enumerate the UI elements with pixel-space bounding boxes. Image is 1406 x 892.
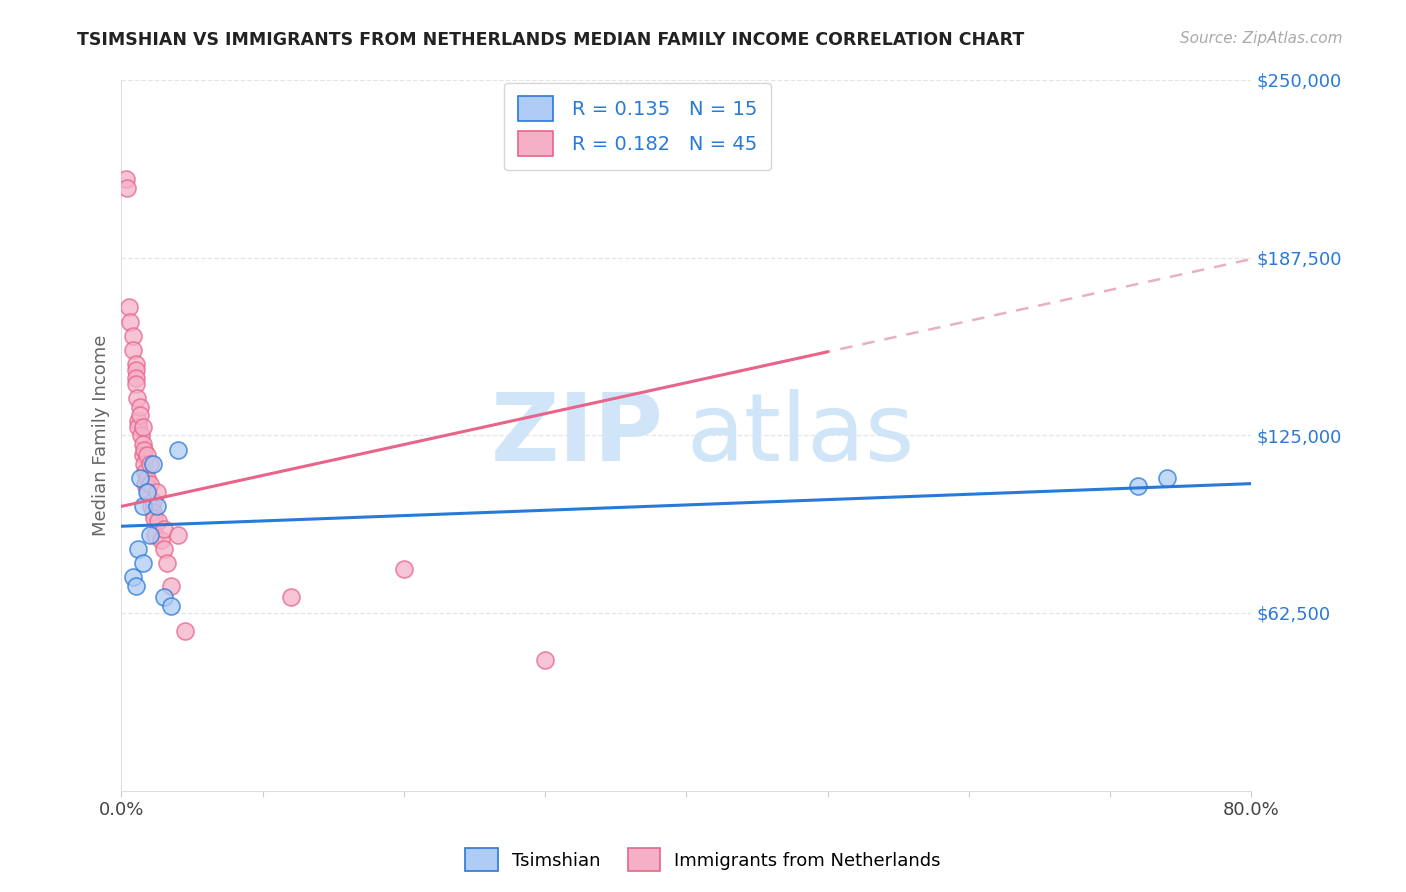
Point — [141, 457, 163, 471]
Point — [127, 419, 149, 434]
Point — [132, 442, 155, 457]
Point — [131, 419, 153, 434]
Text: ZIP: ZIP — [491, 389, 664, 482]
Point — [138, 457, 160, 471]
Point — [128, 400, 150, 414]
Point — [153, 522, 176, 536]
Point — [145, 500, 167, 514]
Point — [138, 476, 160, 491]
Point — [534, 653, 557, 667]
Point — [280, 591, 302, 605]
Point — [124, 371, 146, 385]
Point — [114, 172, 136, 186]
Point — [132, 457, 155, 471]
Legend: R = 0.135   N = 15, R = 0.182   N = 45: R = 0.135 N = 15, R = 0.182 N = 45 — [505, 83, 770, 169]
Point — [115, 181, 138, 195]
Point — [124, 377, 146, 392]
Point — [124, 363, 146, 377]
Point — [167, 528, 190, 542]
Point — [146, 514, 169, 528]
Point — [124, 357, 146, 371]
Point — [138, 528, 160, 542]
Point — [141, 505, 163, 519]
Point — [145, 485, 167, 500]
Point — [118, 315, 141, 329]
Point — [153, 541, 176, 556]
Point — [135, 471, 157, 485]
Point — [131, 437, 153, 451]
Point — [143, 528, 166, 542]
Point — [121, 343, 143, 357]
Point — [128, 471, 150, 485]
Point — [139, 500, 162, 514]
Y-axis label: Median Family Income: Median Family Income — [93, 334, 110, 536]
Point — [135, 485, 157, 500]
Point — [124, 579, 146, 593]
Point — [127, 541, 149, 556]
Legend: Tsimshian, Immigrants from Netherlands: Tsimshian, Immigrants from Netherlands — [458, 841, 948, 879]
Point — [131, 500, 153, 514]
Point — [117, 301, 139, 315]
Point — [136, 485, 159, 500]
Point — [127, 414, 149, 428]
Point — [141, 493, 163, 508]
Point — [125, 392, 148, 406]
Point — [131, 448, 153, 462]
Point — [121, 328, 143, 343]
Point — [1128, 479, 1150, 493]
Point — [1156, 471, 1178, 485]
Point — [156, 556, 179, 570]
Point — [142, 510, 165, 524]
Point — [150, 533, 173, 548]
Point — [160, 599, 183, 613]
Point — [160, 579, 183, 593]
Point — [135, 448, 157, 462]
Text: TSIMSHIAN VS IMMIGRANTS FROM NETHERLANDS MEDIAN FAMILY INCOME CORRELATION CHART: TSIMSHIAN VS IMMIGRANTS FROM NETHERLANDS… — [77, 31, 1025, 49]
Point — [392, 562, 415, 576]
Text: Source: ZipAtlas.com: Source: ZipAtlas.com — [1180, 31, 1343, 46]
Point — [134, 465, 156, 479]
Point — [134, 476, 156, 491]
Point — [174, 624, 197, 639]
Point — [167, 442, 190, 457]
Point — [121, 570, 143, 584]
Point — [153, 591, 176, 605]
Point — [131, 556, 153, 570]
Point — [129, 428, 152, 442]
Text: atlas: atlas — [686, 389, 915, 482]
Point — [128, 409, 150, 423]
